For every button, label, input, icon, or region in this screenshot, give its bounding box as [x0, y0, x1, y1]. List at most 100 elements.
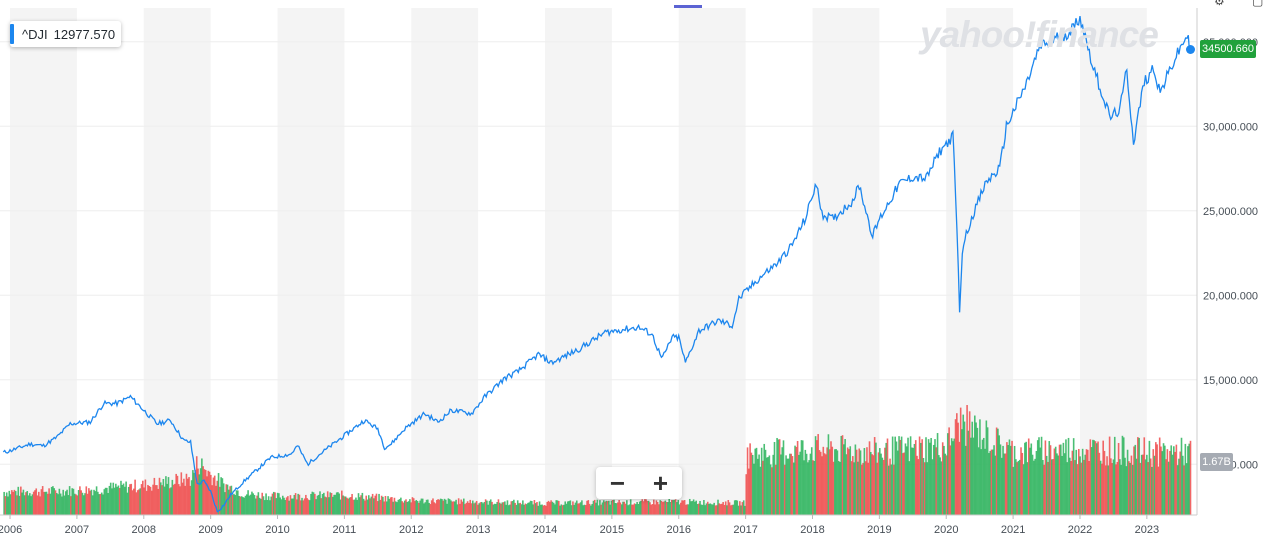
volume-bar [45, 491, 48, 515]
volume-bar [135, 492, 138, 515]
volume-bar [593, 499, 596, 515]
volume-bar [708, 503, 710, 515]
volume-bar [722, 502, 724, 515]
volume-bar [599, 500, 601, 515]
volume-bar [54, 490, 57, 515]
volume-bar [290, 498, 293, 515]
volume-bar [559, 505, 561, 515]
volume-bar [564, 501, 567, 515]
volume-bar [370, 496, 373, 515]
volume-bar [546, 501, 549, 515]
volume-bar [261, 492, 264, 515]
volume-bar [990, 449, 993, 515]
volume-bar [1015, 459, 1017, 515]
volume-bar [329, 492, 332, 515]
volume-bar [1072, 438, 1075, 515]
volume-bar [448, 499, 451, 515]
year-band [411, 8, 479, 515]
volume-bar [382, 496, 384, 515]
x-tick-label: 2019 [867, 524, 891, 535]
volume-bar [116, 486, 118, 515]
volume-bar [592, 500, 595, 515]
volume-bar [692, 499, 695, 515]
volume-bar [351, 493, 353, 515]
x-tick-label: 2008 [132, 524, 156, 535]
volume-bar [58, 488, 61, 515]
volume-bar [531, 501, 533, 515]
volume-bar [167, 477, 170, 515]
volume-bar [339, 499, 342, 515]
volume-bar [378, 493, 380, 515]
volume-bar [393, 497, 396, 515]
volume-bar [40, 489, 43, 515]
volume-bar [251, 491, 253, 515]
volume-bar [1169, 450, 1171, 515]
volume-bar [446, 503, 448, 515]
volume-bar [569, 500, 572, 515]
last-price-dot [1186, 45, 1195, 54]
volume-bar [1152, 449, 1155, 515]
volume-bar [755, 447, 758, 515]
volume-bar [864, 461, 867, 515]
volume-bar [922, 457, 925, 515]
gear-icon[interactable]: ⚙ [1214, 0, 1225, 8]
volume-bar [384, 495, 387, 515]
volume-bar [1006, 442, 1008, 515]
volume-bar [727, 500, 730, 515]
fullscreen-icon[interactable]: ▢ [1252, 0, 1264, 8]
volume-bar [433, 502, 436, 515]
volume-bar [66, 489, 68, 515]
volume-bar [914, 440, 917, 515]
volume-bar [1173, 446, 1175, 515]
volume-bar [790, 453, 792, 515]
volume-bar [909, 436, 912, 515]
volume-bar [986, 427, 989, 515]
volume-bar [568, 501, 570, 515]
volume-bar [709, 503, 712, 515]
volume-bar [688, 498, 691, 515]
volume-bar [20, 486, 22, 515]
volume-bar [80, 490, 82, 515]
volume-bar [896, 450, 899, 515]
volume-bar [614, 502, 617, 515]
volume-bar [296, 499, 298, 515]
volume-bar [307, 499, 310, 515]
volume-bar [789, 453, 791, 515]
volume-bar [265, 493, 267, 515]
volume-bar [1155, 442, 1157, 515]
zoom-out-button[interactable]: − [609, 468, 626, 498]
y-tick-label: 25,000.000 [1203, 206, 1258, 218]
volume-bar [522, 500, 524, 515]
volume-bar [215, 485, 217, 515]
volume-bar [551, 501, 554, 515]
volume-bar [796, 441, 799, 515]
volume-bar [695, 500, 697, 515]
volume-bar [471, 500, 474, 515]
volume-bar [502, 502, 505, 515]
volume-bar [1033, 460, 1035, 515]
x-tick-label: 2017 [733, 524, 757, 535]
zoom-in-button[interactable]: + [652, 468, 669, 498]
year-band [277, 8, 345, 515]
volume-bar [1101, 463, 1103, 515]
volume-bar [171, 479, 174, 515]
volume-bar [400, 497, 402, 515]
volume-bar [310, 493, 312, 515]
volume-bar [362, 498, 365, 515]
volume-bar [650, 504, 653, 515]
volume-bar [455, 499, 457, 515]
legend[interactable]: ^DJI 12977.570 [10, 21, 122, 47]
volume-bar [1140, 454, 1143, 515]
volume-bar [994, 455, 997, 515]
volume-bar [637, 504, 640, 515]
volume-bar [949, 445, 952, 515]
volume-bar [945, 455, 948, 515]
volume-bar [767, 457, 769, 515]
year-band [143, 8, 211, 515]
volume-bar [71, 488, 73, 515]
price-badge: 34500.660 [1200, 40, 1256, 58]
volume-bar [1021, 452, 1024, 515]
volume-bar [776, 437, 778, 515]
volume-bar [1093, 440, 1096, 515]
